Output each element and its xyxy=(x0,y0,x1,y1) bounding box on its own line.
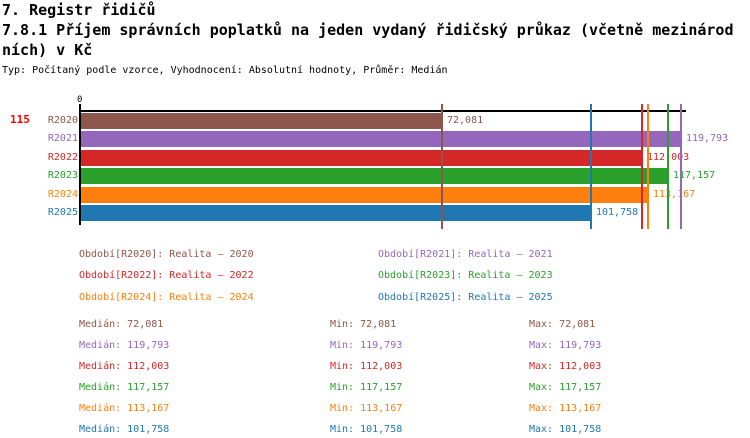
plot-top-border xyxy=(80,110,686,112)
stat-min: Min: 72,081 xyxy=(330,319,397,330)
category-label: R2023 xyxy=(47,170,78,181)
bar xyxy=(81,113,442,129)
y-axis-line xyxy=(79,104,81,225)
value-marker-line xyxy=(441,104,443,229)
category-label: R2025 xyxy=(47,207,78,218)
page-title: 7. Registr řidičů xyxy=(2,1,156,19)
left-row-number: 115 xyxy=(10,113,30,126)
category-label: R2021 xyxy=(47,133,78,144)
bar xyxy=(81,187,648,203)
category-label: R2024 xyxy=(47,189,78,200)
legend-item: Období[R2023]: Realita – 2023 xyxy=(378,270,553,281)
stat-min: Min: 112,003 xyxy=(330,361,403,372)
stats-table: Medián: 72,081 Min: 72,081 Max: 72,081 Medi… xyxy=(0,310,750,438)
stat-max: Max: 112,003 xyxy=(529,361,602,372)
stat-min: Min: 119,793 xyxy=(330,340,403,351)
value-marker-line xyxy=(590,104,592,229)
bar xyxy=(81,131,681,147)
value-marker-line xyxy=(647,104,649,229)
stat-median: Medián: 119,793 xyxy=(79,340,170,351)
x-axis-origin-label: 0 xyxy=(77,95,83,105)
legend-item: Období[R2021]: Realita – 2021 xyxy=(378,249,553,260)
stat-max: Max: 72,081 xyxy=(529,319,596,330)
stat-max: Max: 113,167 xyxy=(529,403,602,414)
bar xyxy=(81,150,642,166)
plot-area: R202072,081R2021119,793R2022112,003R2023… xyxy=(47,104,729,229)
chart-legend: Období[R2020]: Realita – 2020 Období[R202… xyxy=(0,240,750,310)
value-label: 117,157 xyxy=(673,170,716,181)
stat-max: Max: 119,793 xyxy=(529,340,602,351)
value-label: 101,758 xyxy=(596,207,639,218)
legend-item: Období[R2025]: Realita – 2025 xyxy=(378,292,553,303)
stat-median: Medián: 117,157 xyxy=(79,382,170,393)
stat-max: Max: 117,157 xyxy=(529,382,602,393)
value-label: 119,793 xyxy=(686,133,729,144)
category-label: R2020 xyxy=(47,115,78,126)
bar xyxy=(81,205,591,221)
value-label: 113,167 xyxy=(653,189,696,200)
value-label: 72,081 xyxy=(447,115,484,126)
legend-item: Období[R2022]: Realita – 2022 xyxy=(79,270,254,281)
stat-median: Medián: 112,003 xyxy=(79,361,170,372)
category-label: R2022 xyxy=(47,152,78,163)
legend-item: Období[R2020]: Realita – 2020 xyxy=(79,249,254,260)
stat-median: Medián: 101,758 xyxy=(79,424,170,435)
chart-meta-info: Typ: Počítaný podle vzorce, Vyhodnocení:… xyxy=(2,65,448,76)
stat-min: Min: 117,157 xyxy=(330,382,403,393)
page-subtitle-line-1: 7.8.1 Příjem správních poplatků na jeden… xyxy=(2,21,734,39)
bar-chart: 0 115 R202072,081R2021119,793R2022112,00… xyxy=(10,95,729,229)
value-marker-line xyxy=(667,104,669,229)
stat-median: Medián: 72,081 xyxy=(79,319,164,330)
stat-median: Medián: 113,167 xyxy=(79,403,170,414)
value-marker-line xyxy=(641,104,643,229)
bar xyxy=(81,168,668,184)
value-marker-line xyxy=(680,104,682,229)
stat-min: Min: 101,758 xyxy=(330,424,403,435)
stat-max: Max: 101,758 xyxy=(529,424,602,435)
legend-item: Období[R2024]: Realita – 2024 xyxy=(79,292,254,303)
page-subtitle-line-2: ních) v Kč xyxy=(2,41,93,59)
stat-min: Min: 113,167 xyxy=(330,403,403,414)
